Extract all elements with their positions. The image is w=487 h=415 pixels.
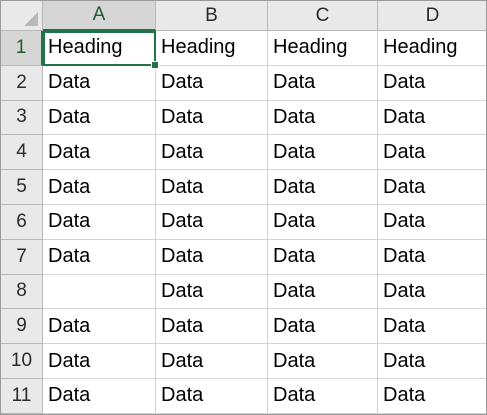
- cell-c9[interactable]: Data: [268, 309, 378, 345]
- cell-b8[interactable]: Data: [156, 274, 268, 310]
- cell-c10[interactable]: Data: [268, 344, 378, 379]
- cell-b3[interactable]: Data: [156, 100, 268, 136]
- row-header[interactable]: 9: [1, 309, 43, 345]
- cell-a6[interactable]: Data: [43, 204, 156, 240]
- row-header[interactable]: 4: [1, 135, 43, 171]
- cell-a7[interactable]: Data: [43, 239, 156, 275]
- cell-a2[interactable]: Data: [43, 65, 156, 101]
- cell-b10[interactable]: Data: [156, 344, 268, 379]
- cell-d5[interactable]: Data: [378, 170, 486, 205]
- cell-d9[interactable]: Data: [378, 309, 486, 345]
- cell-a10[interactable]: Data: [43, 344, 156, 379]
- cell-c5[interactable]: Data: [268, 170, 378, 205]
- cell-c1[interactable]: Heading: [268, 31, 378, 66]
- select-all-icon: [24, 12, 38, 26]
- column-header-b[interactable]: B: [156, 1, 268, 31]
- cell-d7[interactable]: Data: [378, 240, 486, 275]
- row-header[interactable]: 1: [1, 31, 43, 66]
- row-header[interactable]: 6: [1, 204, 43, 240]
- cell-b6[interactable]: Data: [156, 204, 268, 240]
- cell-a3[interactable]: Data: [43, 100, 156, 136]
- cell-a8[interactable]: [43, 274, 156, 310]
- cell-c4[interactable]: Data: [268, 135, 378, 171]
- cell-b9[interactable]: Data: [156, 309, 268, 345]
- cell-d11[interactable]: Data: [378, 379, 486, 414]
- column-header-c[interactable]: C: [268, 1, 378, 31]
- cell-d6[interactable]: Data: [378, 205, 486, 240]
- cell-a11[interactable]: Data: [43, 378, 156, 414]
- cell-a4[interactable]: Data: [43, 135, 156, 171]
- cell-c2[interactable]: Data: [268, 65, 378, 101]
- row-header[interactable]: 11: [1, 378, 43, 414]
- row-header[interactable]: 7: [1, 239, 43, 275]
- row-header[interactable]: 8: [1, 274, 43, 310]
- column-header-d[interactable]: D: [378, 1, 486, 31]
- cell-c3[interactable]: Data: [268, 100, 378, 136]
- cell-d3[interactable]: Data: [378, 101, 486, 136]
- row-header[interactable]: 2: [1, 65, 43, 101]
- cell-b1[interactable]: Heading: [156, 31, 268, 66]
- cell-b11[interactable]: Data: [156, 378, 268, 414]
- row-header[interactable]: 10: [1, 344, 43, 379]
- cell-c8[interactable]: Data: [268, 274, 378, 310]
- cell-b4[interactable]: Data: [156, 135, 268, 171]
- cell-c11[interactable]: Data: [268, 378, 378, 414]
- cell-a9[interactable]: Data: [43, 309, 156, 345]
- cell-text: Heading: [48, 36, 123, 59]
- cell-a1[interactable]: Heading: [43, 31, 159, 69]
- cell-b7[interactable]: Data: [156, 239, 268, 275]
- cell-d2[interactable]: Data: [378, 66, 486, 101]
- row-header[interactable]: 3: [1, 100, 43, 136]
- select-all-button[interactable]: [1, 1, 43, 31]
- cell-d10[interactable]: Data: [378, 344, 486, 379]
- cell-c7[interactable]: Data: [268, 239, 378, 275]
- cell-d4[interactable]: Data: [378, 135, 486, 171]
- cell-d1[interactable]: Heading: [378, 31, 486, 66]
- cell-c6[interactable]: Data: [268, 204, 378, 240]
- row-header[interactable]: 5: [1, 170, 43, 205]
- cell-b2[interactable]: Data: [156, 65, 268, 101]
- column-header-a[interactable]: A: [43, 1, 156, 31]
- fill-handle[interactable]: [151, 60, 159, 69]
- cell-d8[interactable]: Data: [378, 275, 486, 310]
- cell-a5[interactable]: Data: [43, 170, 156, 205]
- cell-b5[interactable]: Data: [156, 170, 268, 205]
